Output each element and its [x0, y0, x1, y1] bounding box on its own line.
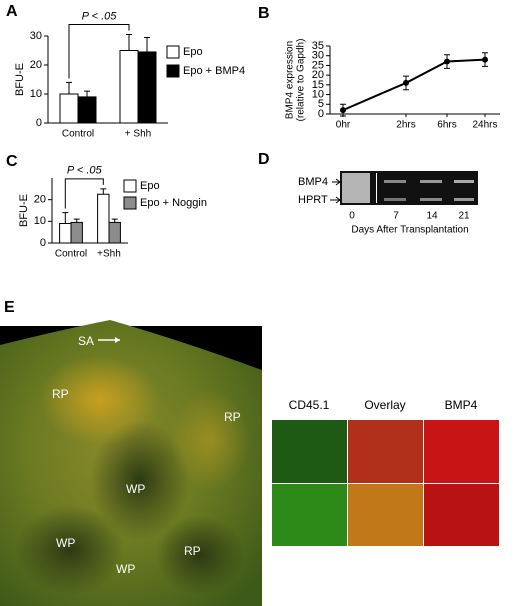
legend-label: Epo + BMP4	[183, 65, 245, 77]
x-tick-label: Control	[55, 249, 87, 260]
bar	[97, 193, 110, 244]
legend-label: Epo	[183, 46, 203, 58]
y-tick-label: 10	[312, 88, 324, 100]
y-tick-label: 0	[36, 117, 42, 129]
region-label: WP	[116, 562, 135, 576]
legend-label: Epo	[140, 180, 160, 192]
y-tick-label: 0	[318, 108, 324, 120]
panel-label: D	[258, 151, 270, 168]
bar	[108, 221, 121, 244]
gel-image	[340, 171, 478, 205]
error-bar	[84, 90, 90, 97]
line	[342, 58, 486, 112]
column-label: Overlay	[364, 398, 405, 412]
legend-swatch	[166, 45, 180, 59]
region-label: WP	[126, 482, 145, 496]
error-bar	[144, 36, 150, 52]
column-label: BMP4	[445, 398, 478, 412]
y-tick-label: 35	[312, 40, 324, 52]
error-bar	[73, 218, 80, 223]
point	[403, 79, 409, 86]
y-axis-label: BFU-E	[14, 63, 26, 96]
legend-label: Epo + Noggin	[140, 197, 207, 209]
point	[482, 56, 488, 63]
y-axis-label: (relative to Gapdh)	[296, 39, 307, 122]
y-tick-label: 20	[312, 69, 324, 81]
region-label: RP	[224, 410, 241, 424]
x-tick-label: 2hrs	[396, 120, 415, 131]
y-tick-label: 30	[312, 50, 324, 62]
bracket	[68, 24, 130, 79]
x-tick-label: 0hr	[336, 120, 351, 131]
panel-label: B	[258, 5, 270, 22]
error-bar	[126, 34, 132, 51]
band-label: HPRT	[298, 194, 328, 206]
region-label: RP	[184, 544, 201, 558]
panel-label: C	[6, 153, 18, 170]
x-tick-label: + Shh	[125, 129, 151, 140]
x-tick-label: +Shh	[97, 249, 121, 260]
bar	[59, 93, 79, 124]
y-tick-label: 30	[30, 30, 42, 42]
x-tick-label: 6hrs	[437, 120, 456, 131]
y-axis-label: BFU-E	[18, 194, 30, 227]
bar	[70, 221, 83, 244]
lane-label: 14	[426, 211, 438, 222]
x-tick-label: Control	[62, 129, 94, 140]
bracket	[64, 178, 104, 209]
y-axis-label: BMP4 expression	[285, 41, 296, 119]
lane-label: 7	[393, 211, 399, 222]
y-tick-label: 0	[40, 237, 46, 249]
y-tick-label: 20	[30, 59, 42, 71]
bar	[77, 96, 97, 124]
bar	[59, 223, 72, 244]
y-tick-label: 5	[318, 98, 324, 110]
bar	[137, 51, 157, 124]
band-arrow	[332, 178, 341, 186]
spleen-image	[0, 320, 262, 606]
legend-swatch	[123, 179, 137, 193]
y-tick-label: 10	[30, 88, 42, 100]
annotation: P < .05	[67, 165, 103, 177]
error-bar	[100, 188, 107, 195]
error-bar	[111, 218, 118, 223]
point	[444, 58, 450, 65]
legend-swatch	[166, 64, 180, 78]
gel-xlabel: Days After Transplantation	[351, 225, 468, 236]
y-tick-label: 20	[34, 194, 46, 206]
region-label: SA	[78, 334, 94, 348]
inset-grid	[272, 420, 499, 546]
annotation: P < .05	[82, 10, 118, 22]
band-label: BMP4	[298, 176, 328, 188]
y-tick-label: 15	[312, 79, 324, 91]
error-bar	[66, 81, 72, 94]
region-label: RP	[52, 387, 69, 401]
band-arrow	[330, 196, 341, 204]
bar	[119, 50, 139, 124]
lane-label: 0	[349, 211, 355, 222]
region-label: WP	[56, 536, 75, 550]
y-tick-label: 10	[34, 215, 46, 227]
y-tick-label: 25	[312, 59, 324, 71]
error-bar	[62, 212, 69, 224]
panel-label: E	[4, 299, 15, 316]
point	[340, 107, 346, 114]
panel-label: A	[6, 3, 18, 20]
lane-label: 21	[458, 211, 470, 222]
x-tick-label: 24hrs	[472, 120, 497, 131]
legend-swatch	[123, 196, 137, 210]
column-label: CD45.1	[289, 398, 330, 412]
